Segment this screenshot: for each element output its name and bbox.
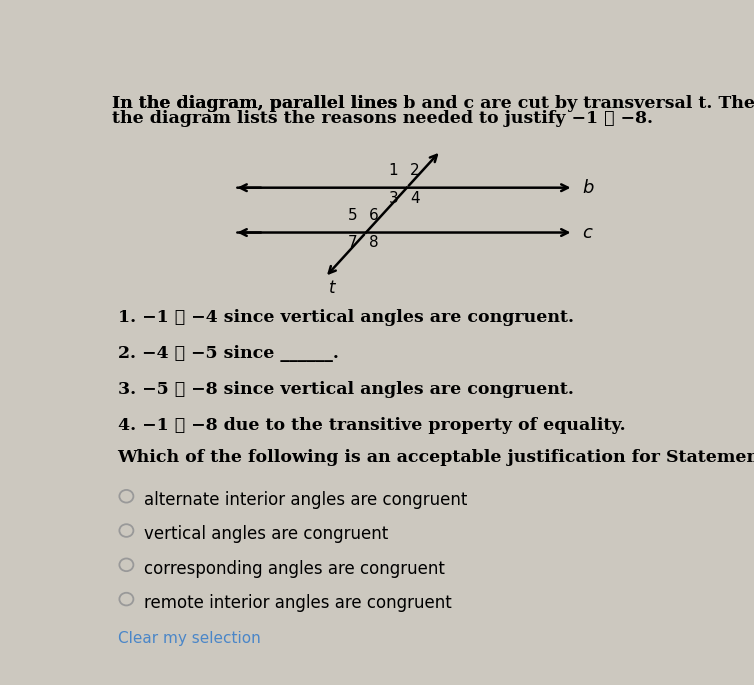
Text: the diagram lists the reasons needed to justify −1 ≅ −8.: the diagram lists the reasons needed to … bbox=[112, 110, 653, 127]
Text: Clear my selection: Clear my selection bbox=[118, 631, 260, 646]
Text: 4: 4 bbox=[410, 190, 419, 205]
Text: 3. −5 ≅ −8 since vertical angles are congruent.: 3. −5 ≅ −8 since vertical angles are con… bbox=[118, 381, 574, 398]
Text: In the diagram, parallel lines: In the diagram, parallel lines bbox=[112, 95, 403, 112]
Text: 1. −1 ≅ −4 since vertical angles are congruent.: 1. −1 ≅ −4 since vertical angles are con… bbox=[118, 309, 574, 326]
Text: 3: 3 bbox=[388, 190, 398, 205]
Text: 5: 5 bbox=[348, 208, 357, 223]
Text: remote interior angles are congruent: remote interior angles are congruent bbox=[144, 594, 452, 612]
Text: Which of the following is an acceptable justification for Statement 2?: Which of the following is an acceptable … bbox=[118, 449, 754, 466]
Text: 4. −1 ≅ −8 due to the transitive property of equality.: 4. −1 ≅ −8 due to the transitive propert… bbox=[118, 416, 625, 434]
Text: 2: 2 bbox=[410, 163, 419, 178]
Text: corresponding angles are congruent: corresponding angles are congruent bbox=[144, 560, 445, 577]
Text: 7: 7 bbox=[348, 236, 357, 251]
Text: 2. −4 ≅ −5 since ______.: 2. −4 ≅ −5 since ______. bbox=[118, 345, 339, 362]
Text: vertical angles are congruent: vertical angles are congruent bbox=[144, 525, 388, 543]
Text: $b$: $b$ bbox=[582, 179, 595, 197]
Text: 8: 8 bbox=[369, 236, 379, 251]
Text: $c$: $c$ bbox=[582, 223, 594, 242]
Text: 1: 1 bbox=[388, 163, 398, 178]
Text: $t$: $t$ bbox=[328, 280, 337, 297]
Text: alternate interior angles are congruent: alternate interior angles are congruent bbox=[144, 491, 467, 509]
Text: 6: 6 bbox=[369, 208, 379, 223]
Text: In the diagram, parallel lines b and c are cut by transversal t. The informal pr: In the diagram, parallel lines b and c a… bbox=[112, 95, 754, 112]
